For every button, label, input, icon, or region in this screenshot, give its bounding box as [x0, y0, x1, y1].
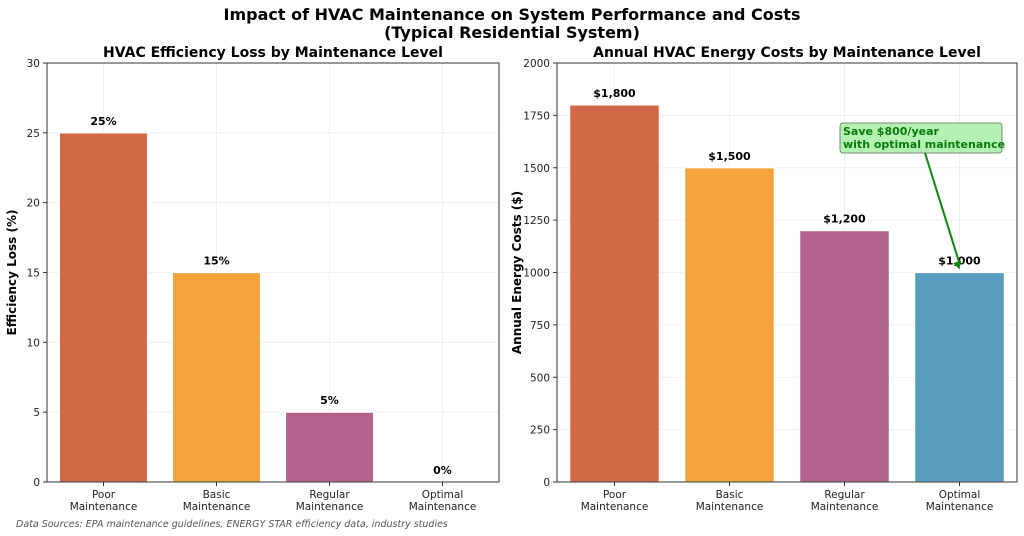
x-tick-label: Poor Maintenance	[70, 489, 138, 513]
annotation-box	[839, 122, 1003, 154]
y-tick-label: 1750	[523, 110, 550, 122]
annotation-text: with optimal maintenance	[843, 138, 1005, 151]
data-label: $1,200	[823, 213, 866, 226]
bar	[284, 411, 375, 483]
bar	[569, 104, 660, 483]
x-tick-label: Regular Maintenance	[296, 489, 364, 513]
data-label: 25%	[90, 115, 116, 128]
x-tick-label: Basic Maintenance	[183, 489, 251, 513]
y-axis-label: Annual Energy Costs ($)	[510, 191, 524, 354]
x-tick-label: Optimal Maintenance	[409, 489, 477, 513]
bar	[58, 132, 149, 483]
energy-costs-chart: $1,800$1,500$1,200$1,0000250500750100012…	[510, 45, 1018, 513]
suptitle-line-1: Impact of HVAC Maintenance on System Per…	[224, 5, 801, 24]
axes-title: Annual HVAC Energy Costs by Maintenance …	[593, 45, 981, 61]
x-tick-label: Regular Maintenance	[811, 489, 879, 513]
bar	[799, 230, 890, 483]
y-tick-label: 1500	[523, 163, 550, 175]
annotation-arrowhead	[953, 260, 962, 270]
y-tick-label: 250	[530, 425, 550, 437]
y-tick-label: 20	[27, 198, 40, 210]
y-tick-label: 0	[33, 477, 40, 489]
data-label: 5%	[320, 394, 339, 407]
x-tick-label: Optimal Maintenance	[926, 489, 994, 513]
annotation-arrow	[924, 152, 961, 264]
y-tick-label: 5	[33, 407, 40, 419]
y-axis-label: Efficiency Loss (%)	[5, 210, 19, 336]
data-label: 15%	[203, 255, 229, 268]
x-tick-label: Poor Maintenance	[581, 489, 649, 513]
y-tick-label: 1000	[523, 268, 550, 280]
data-label: 0%	[433, 464, 452, 477]
y-tick-label: 750	[530, 320, 550, 332]
annotation-text: Save $800/year	[843, 125, 939, 138]
efficiency-loss-chart: 25% 15% 5% 0% 0 5 10 15 20 25 30 Poor Maintenance Bas…	[5, 45, 500, 513]
bar	[171, 271, 262, 483]
data-label: $1,500	[708, 150, 751, 163]
bar	[914, 271, 1005, 483]
y-tick-label: 1250	[523, 215, 550, 227]
y-tick-label: 15	[27, 268, 40, 280]
y-tick-label: 2000	[523, 58, 550, 70]
data-label: $1,800	[593, 87, 636, 100]
x-tick-label: Basic Maintenance	[696, 489, 764, 513]
y-tick-label: 500	[530, 372, 550, 384]
y-tick-label: 0	[543, 477, 550, 489]
y-tick-label: 25	[27, 128, 40, 140]
y-tick-label: 30	[27, 58, 40, 70]
bar	[684, 167, 775, 483]
data-sources-footnote: Data Sources: EPA maintenance guidelines…	[16, 519, 448, 530]
suptitle-line-2: (Typical Residential System)	[384, 23, 640, 42]
axes-title: HVAC Efficiency Loss by Maintenance Leve…	[103, 45, 443, 61]
y-tick-label: 10	[27, 337, 40, 349]
